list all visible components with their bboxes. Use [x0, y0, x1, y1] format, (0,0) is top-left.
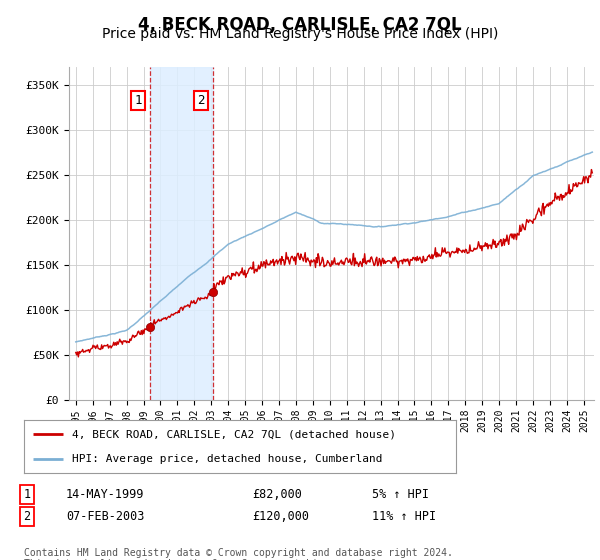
Text: Contains HM Land Registry data © Crown copyright and database right 2024.
This d: Contains HM Land Registry data © Crown c…	[24, 548, 453, 560]
Text: 2: 2	[197, 94, 205, 107]
Text: 4, BECK ROAD, CARLISLE, CA2 7QL (detached house): 4, BECK ROAD, CARLISLE, CA2 7QL (detache…	[71, 430, 395, 440]
Text: 1: 1	[134, 94, 142, 107]
Text: 14-MAY-1999: 14-MAY-1999	[66, 488, 145, 501]
Text: £82,000: £82,000	[252, 488, 302, 501]
Text: 1: 1	[23, 488, 31, 501]
Text: Price paid vs. HM Land Registry's House Price Index (HPI): Price paid vs. HM Land Registry's House …	[102, 27, 498, 41]
Text: 4, BECK ROAD, CARLISLE, CA2 7QL: 4, BECK ROAD, CARLISLE, CA2 7QL	[138, 16, 462, 34]
Text: 5% ↑ HPI: 5% ↑ HPI	[372, 488, 429, 501]
Text: HPI: Average price, detached house, Cumberland: HPI: Average price, detached house, Cumb…	[71, 454, 382, 464]
Bar	[150, 67, 213, 400]
Text: 07-FEB-2003: 07-FEB-2003	[66, 510, 145, 524]
Text: 2: 2	[23, 510, 31, 524]
Text: £120,000: £120,000	[252, 510, 309, 524]
Text: 11% ↑ HPI: 11% ↑ HPI	[372, 510, 436, 524]
